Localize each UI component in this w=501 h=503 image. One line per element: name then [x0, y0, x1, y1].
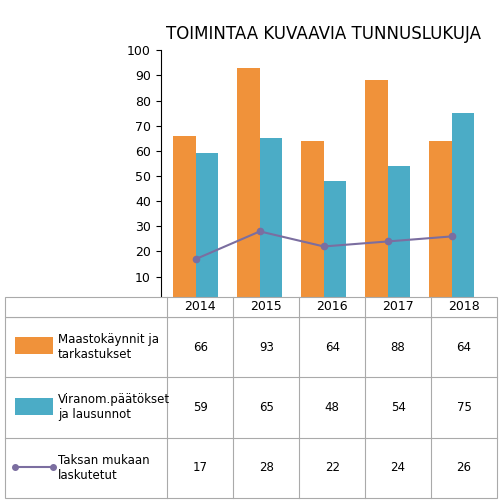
Bar — [237, 68, 260, 302]
Text: 24: 24 — [390, 461, 405, 474]
Bar — [323, 181, 346, 302]
Text: Taksan mukaan
laskutetut: Taksan mukaan laskutetut — [58, 454, 149, 482]
Bar — [387, 166, 409, 302]
Text: 2016: 2016 — [316, 300, 347, 313]
Bar — [260, 138, 282, 302]
Text: 48: 48 — [324, 401, 339, 414]
Text: 64: 64 — [455, 341, 470, 354]
Text: Maastokäynnit ja
tarkastukset: Maastokäynnit ja tarkastukset — [58, 333, 158, 361]
Text: 2017: 2017 — [381, 300, 413, 313]
Text: Viranom.päätökset
ja lausunnot: Viranom.päätökset ja lausunnot — [58, 393, 169, 422]
Text: 54: 54 — [390, 401, 405, 414]
Text: 22: 22 — [324, 461, 339, 474]
Text: 65: 65 — [259, 401, 273, 414]
Bar — [428, 141, 451, 302]
Text: 93: 93 — [259, 341, 273, 354]
Text: 75: 75 — [456, 401, 470, 414]
Bar — [451, 113, 473, 302]
Text: 26: 26 — [455, 461, 470, 474]
Bar — [365, 80, 387, 302]
Text: 88: 88 — [390, 341, 405, 354]
Text: 59: 59 — [192, 401, 207, 414]
Bar — [195, 153, 218, 302]
Text: 2018: 2018 — [447, 300, 479, 313]
Text: 66: 66 — [192, 341, 207, 354]
Text: 2014: 2014 — [184, 300, 216, 313]
Text: 64: 64 — [324, 341, 339, 354]
Text: 2015: 2015 — [250, 300, 282, 313]
Title: TOIMINTAA KUVAAVIA TUNNUSLUKUJA: TOIMINTAA KUVAAVIA TUNNUSLUKUJA — [166, 25, 480, 43]
Bar — [173, 136, 195, 302]
Text: 28: 28 — [259, 461, 273, 474]
Bar — [301, 141, 323, 302]
Text: 17: 17 — [192, 461, 207, 474]
